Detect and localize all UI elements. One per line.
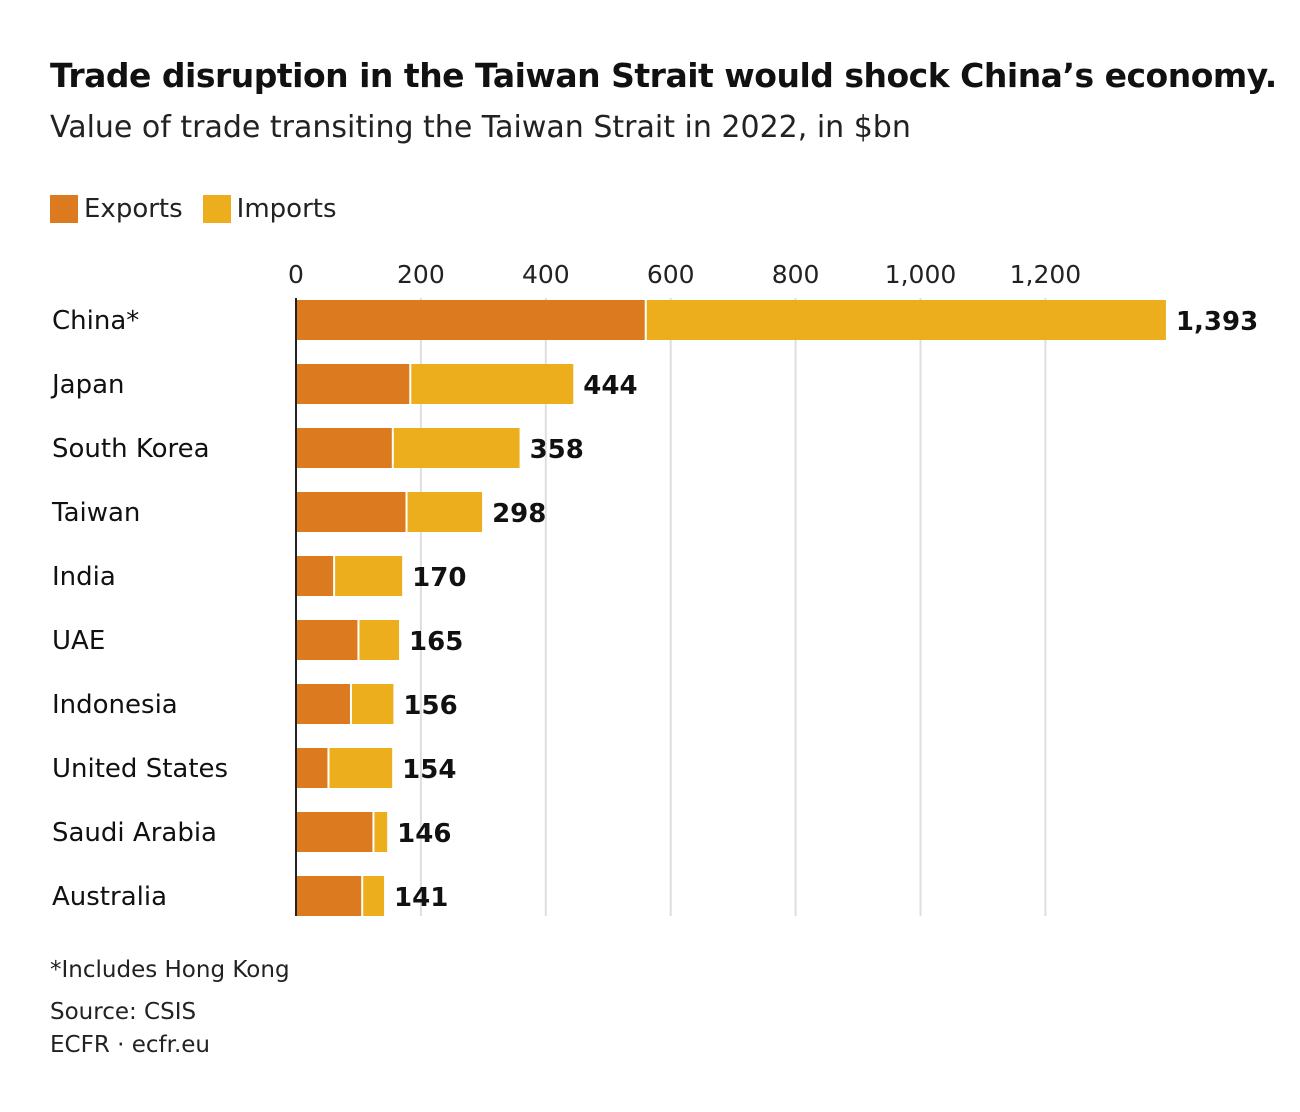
category-label-taiwan: Taiwan [51,498,140,528]
category-label-indonesia: Indonesia [52,690,178,720]
bar-exports-south-korea [296,428,393,468]
bar-exports-china [296,300,646,340]
legend-item-exports: Exports [50,194,183,224]
chart-title: Trade disruption in the Taiwan Strait wo… [50,56,1277,95]
x-tick-label-400: 400 [522,260,570,289]
legend-item-imports: Imports [202,194,337,224]
credit-note: ECFR · ecfr.eu [50,1032,211,1058]
total-label-china: 1,393 [1176,307,1258,337]
total-label-united-states: 154 [402,755,456,785]
bar-exports-indonesia [296,684,351,724]
category-label-china: China* [52,306,139,336]
bar-imports-united-states [328,748,393,788]
total-label-india: 170 [412,563,466,593]
bar-imports-south-korea [392,428,520,468]
legend-swatch-exports [50,195,78,223]
category-label-south-korea: South Korea [52,434,210,464]
legend-label-imports: Imports [236,194,337,224]
total-label-saudi-arabia: 146 [397,819,451,849]
chart-subtitle: Value of trade transiting the Taiwan Str… [50,110,911,145]
x-tick-label-800: 800 [772,260,820,289]
category-label-india: India [52,562,116,592]
bar-exports-saudi-arabia [296,812,374,852]
x-tick-label-1000: 1,000 [885,260,957,289]
bar-exports-australia [296,876,363,916]
bar-imports-australia [362,876,385,916]
x-tick-label-0: 0 [288,260,304,289]
bar-exports-uae [296,620,359,660]
total-label-japan: 444 [583,371,637,401]
category-label-saudi-arabia: Saudi Arabia [52,818,217,848]
bar-imports-uae [358,620,400,660]
x-tick-label-1200: 1,200 [1010,260,1082,289]
footnote-hong-kong: *Includes Hong Kong [50,957,290,983]
source-note: Source: CSIS [50,999,197,1025]
bar-imports-saudi-arabia [373,812,388,852]
bar-exports-taiwan [296,492,407,532]
x-tick-label-600: 600 [647,260,695,289]
legend: Exports Imports [50,192,357,226]
bar-imports-india [334,556,403,596]
total-label-south-korea: 358 [530,435,584,465]
bar-imports-china [645,300,1166,340]
total-label-indonesia: 156 [403,691,457,721]
bar-exports-japan [296,364,411,404]
legend-swatch-imports [202,195,231,223]
x-tick-label-200: 200 [397,260,445,289]
total-label-uae: 165 [409,627,463,657]
legend-label-exports: Exports [84,194,183,224]
bar-exports-india [296,556,335,596]
category-label-australia: Australia [52,882,167,912]
bar-imports-taiwan [406,492,483,532]
category-label-japan: Japan [50,370,125,400]
total-label-australia: 141 [394,883,448,913]
bar-imports-japan [410,364,574,404]
total-label-taiwan: 298 [492,499,546,529]
category-label-uae: UAE [52,626,105,656]
bar-exports-united-states [296,748,329,788]
bar-imports-indonesia [350,684,394,724]
category-label-united-states: United States [52,754,228,784]
